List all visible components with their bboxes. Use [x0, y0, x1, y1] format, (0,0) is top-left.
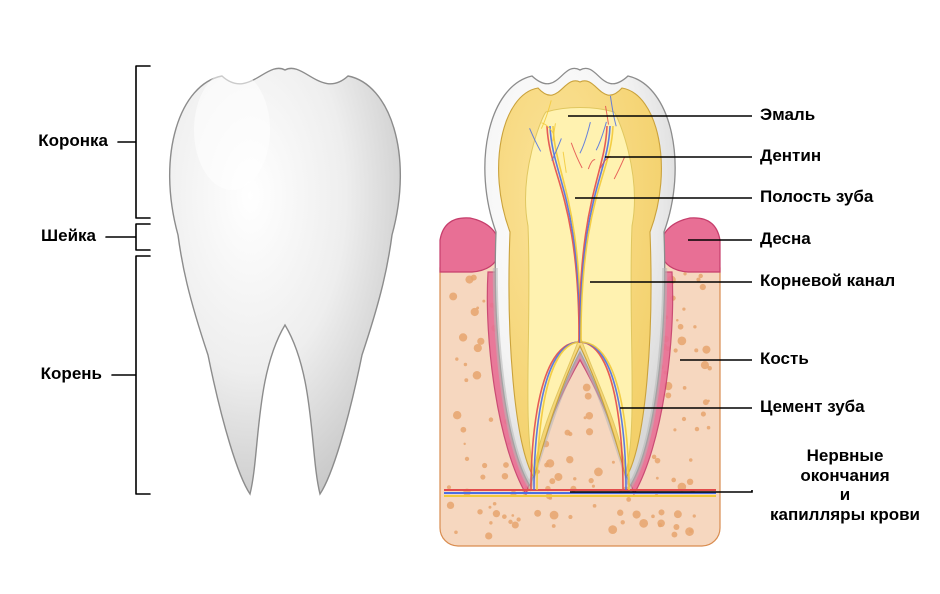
bracket-neck — [106, 224, 150, 250]
label-root_canal: Корневой канал — [760, 271, 895, 291]
label-dentin: Дентин — [760, 146, 821, 166]
bracket-crown — [118, 66, 150, 218]
gum-right — [660, 218, 720, 272]
tooth-highlight — [194, 70, 270, 190]
label-pulp: Полость зуба — [760, 187, 873, 207]
label-bone: Кость — [760, 349, 809, 369]
label-nerves: Нервныеокончанияикапилляры крови — [760, 446, 930, 524]
label-crown: Коронка — [38, 131, 108, 151]
label-cementum: Цемент зуба — [760, 397, 865, 417]
label-neck: Шейка — [41, 226, 96, 246]
label-enamel: Эмаль — [760, 105, 815, 125]
diagram-stage: Коронка Шейка Корень Эмаль Дентин Полость зуб… — [0, 0, 940, 594]
label-gum: Десна — [760, 229, 811, 249]
label-root: Корень — [41, 364, 102, 384]
bracket-root — [112, 256, 150, 494]
gum-left — [440, 218, 500, 272]
